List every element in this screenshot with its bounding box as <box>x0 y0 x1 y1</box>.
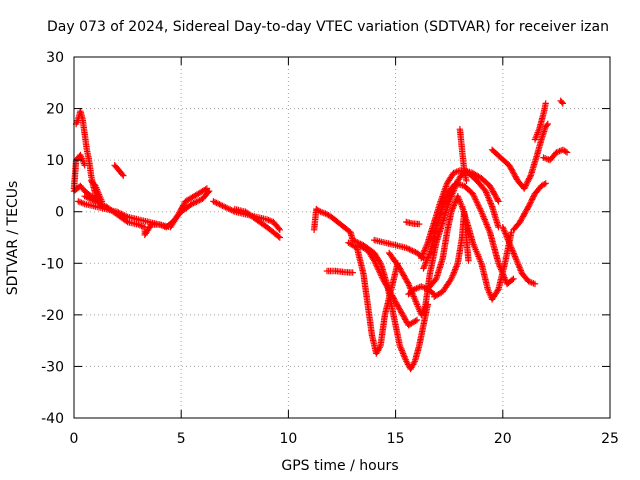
data-point-track <box>231 205 283 241</box>
y-tick-label: -40 <box>41 411 64 427</box>
y-tick-label: 30 <box>46 50 64 66</box>
data-point-track <box>405 283 438 298</box>
series-s16 <box>386 167 502 319</box>
series-s25 <box>510 180 549 233</box>
data-point-track <box>356 242 421 329</box>
data-point-track <box>499 224 539 288</box>
data-point-track <box>557 97 566 107</box>
x-axis-label: GPS time / hours <box>281 458 398 474</box>
data-point-track <box>456 126 470 184</box>
x-tick-label: 20 <box>494 431 512 447</box>
data-point-track <box>488 120 551 192</box>
data-point-track <box>310 205 356 244</box>
data-point-track <box>531 100 549 143</box>
series-s28 <box>540 146 571 164</box>
y-tick-label: 10 <box>46 153 64 169</box>
series-s27 <box>531 100 549 143</box>
y-tick-label: -10 <box>41 256 64 272</box>
chart-title: Day 073 of 2024, Sidereal Day-to-day VTE… <box>47 19 609 35</box>
series-s6 <box>88 177 106 205</box>
y-tick-label: 0 <box>55 205 64 221</box>
series-s12 <box>345 239 401 357</box>
data-point-track <box>386 167 502 319</box>
series-s9 <box>231 205 283 241</box>
data-point-track <box>81 185 211 239</box>
x-tick-label: 25 <box>601 431 619 447</box>
series-s29 <box>557 97 566 107</box>
series-s15 <box>356 242 421 329</box>
plot-frame <box>73 56 611 419</box>
x-tick-label: 5 <box>177 431 186 447</box>
data-point-track <box>345 239 401 357</box>
ticks: -40 -30 -20 -10 0 10 20 30 0 5 10 15 20 25 <box>41 50 619 447</box>
data-point-track <box>418 167 502 262</box>
series-s22 <box>431 208 472 300</box>
series-s23 <box>456 126 470 184</box>
series-s11 <box>323 267 356 276</box>
x-tick-label: 0 <box>70 431 79 447</box>
data-point-track <box>540 146 571 164</box>
data-point-track <box>323 267 356 276</box>
y-tick-label: -20 <box>41 308 64 324</box>
x-tick-label: 15 <box>387 431 405 447</box>
series-s10 <box>310 205 356 244</box>
data-points <box>70 97 571 373</box>
y-tick-label: -30 <box>41 359 64 375</box>
x-tick-label: 10 <box>279 431 297 447</box>
series-s26 <box>499 224 539 288</box>
grid <box>74 57 610 418</box>
data-point-track <box>431 208 472 300</box>
series-s18 <box>418 167 502 262</box>
data-point-track <box>111 162 127 179</box>
series-s21 <box>405 283 438 298</box>
data-point-track <box>403 218 423 228</box>
series-s5 <box>81 185 211 239</box>
series-s17 <box>403 218 423 228</box>
data-point-track <box>510 180 549 233</box>
data-point-track <box>88 177 106 205</box>
series-s7 <box>111 162 127 179</box>
y-tick-label: 20 <box>46 102 64 118</box>
series-s24 <box>488 120 551 192</box>
y-axis-label: SDTVAR / TECUs <box>5 181 21 296</box>
